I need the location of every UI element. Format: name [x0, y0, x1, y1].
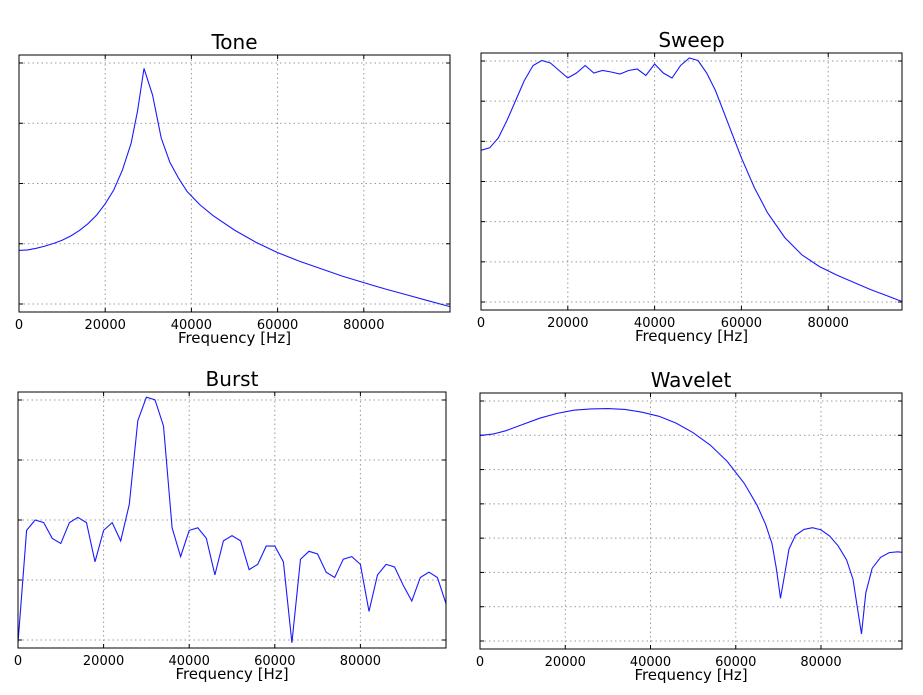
subplot-sweep: 0 20000 40000 60000 80000 Sweep Frequency [Hz] — [477, 28, 903, 345]
x-tick-label: 40000 — [630, 655, 671, 670]
x-tick-label: 0 — [14, 654, 22, 669]
x-tick-label: 0 — [476, 655, 484, 670]
x-tick-label: 40000 — [171, 318, 212, 333]
chart-title: Sweep — [658, 28, 724, 52]
chart-title: Tone — [210, 30, 257, 54]
chart-title: Burst — [206, 367, 259, 391]
x-tick-label: 20000 — [547, 316, 588, 331]
x-tick-label: 80000 — [800, 655, 841, 670]
plot-frame — [480, 52, 903, 311]
x-axis-label: Frequency [Hz] — [634, 666, 747, 684]
subplot-wavelet: 0 20000 40000 60000 80000 Wavelet Frequency [H… — [476, 368, 903, 684]
x-tick-label: 20000 — [85, 318, 126, 333]
plot-frame — [18, 54, 451, 313]
plot-frame — [479, 392, 903, 650]
series-line — [480, 57, 903, 303]
x-tick-label: 0 — [15, 318, 23, 333]
subplot-tone: 0 20000 40000 60000 80000 Tone Frequency [Hz] — [15, 30, 451, 347]
x-tick-label: 80000 — [343, 318, 384, 333]
x-axis-label: Frequency [Hz] — [635, 327, 748, 345]
series-line — [479, 408, 903, 634]
x-tick-label: 0 — [477, 316, 485, 331]
x-axis-label: Frequency [Hz] — [178, 329, 291, 347]
chart-title: Wavelet — [651, 368, 732, 392]
x-tick-label: 80000 — [340, 654, 381, 669]
series-line — [17, 396, 447, 643]
x-tick-label: 80000 — [808, 316, 849, 331]
x-tick-label: 20000 — [545, 655, 586, 670]
x-tick-label: 40000 — [169, 654, 210, 669]
x-tick-label: 60000 — [715, 655, 756, 670]
x-tick-label: 60000 — [254, 654, 295, 669]
x-axis-label: Frequency [Hz] — [175, 665, 288, 683]
plot-frame — [17, 391, 447, 649]
x-tick-label: 20000 — [83, 654, 124, 669]
series-line — [18, 68, 451, 308]
x-tick-label: 40000 — [634, 316, 675, 331]
x-tick-label: 60000 — [721, 316, 762, 331]
x-tick-label: 60000 — [257, 318, 298, 333]
subplot-burst: 0 20000 40000 60000 80000 Burst Frequency [Hz] — [14, 367, 447, 683]
